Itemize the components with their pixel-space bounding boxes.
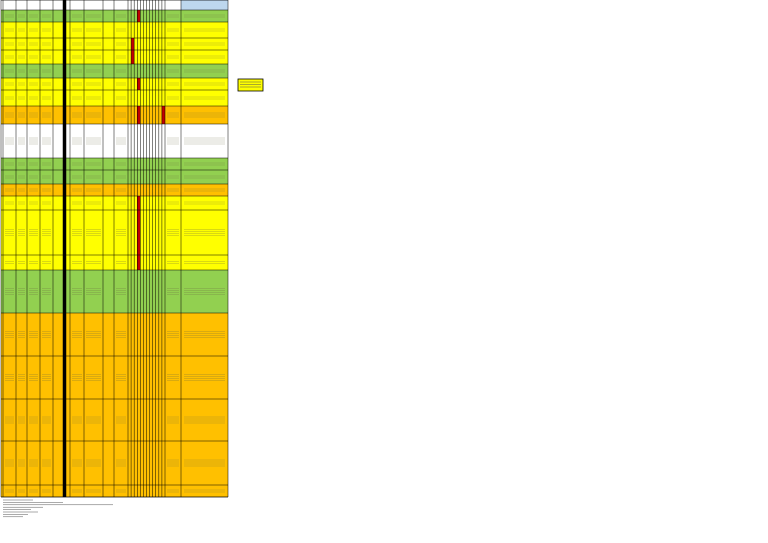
row xyxy=(1,158,228,170)
row xyxy=(1,485,228,497)
status-flag xyxy=(131,38,135,50)
row xyxy=(1,22,228,38)
row xyxy=(1,50,228,64)
row xyxy=(1,10,228,22)
row xyxy=(1,255,228,270)
status-flag xyxy=(137,255,141,270)
row xyxy=(1,78,228,90)
row xyxy=(1,210,228,255)
status-flag xyxy=(137,10,141,22)
row xyxy=(1,399,228,441)
status-flag xyxy=(137,78,141,90)
row xyxy=(1,356,228,399)
row xyxy=(1,124,228,158)
row xyxy=(1,441,228,485)
comment-header xyxy=(181,0,228,10)
status-flag xyxy=(131,50,135,64)
status-flag xyxy=(137,106,141,124)
row xyxy=(1,313,228,356)
status-flag xyxy=(161,106,165,124)
row xyxy=(1,270,228,313)
divider-column xyxy=(63,0,66,497)
row xyxy=(1,64,228,78)
row xyxy=(1,106,228,124)
row xyxy=(1,184,228,196)
row xyxy=(1,90,228,106)
row xyxy=(1,196,228,210)
header-row xyxy=(1,0,228,10)
status-flag xyxy=(137,210,141,255)
floating-note xyxy=(237,78,264,92)
status-flag xyxy=(137,196,141,210)
row xyxy=(1,38,228,50)
row xyxy=(1,170,228,184)
